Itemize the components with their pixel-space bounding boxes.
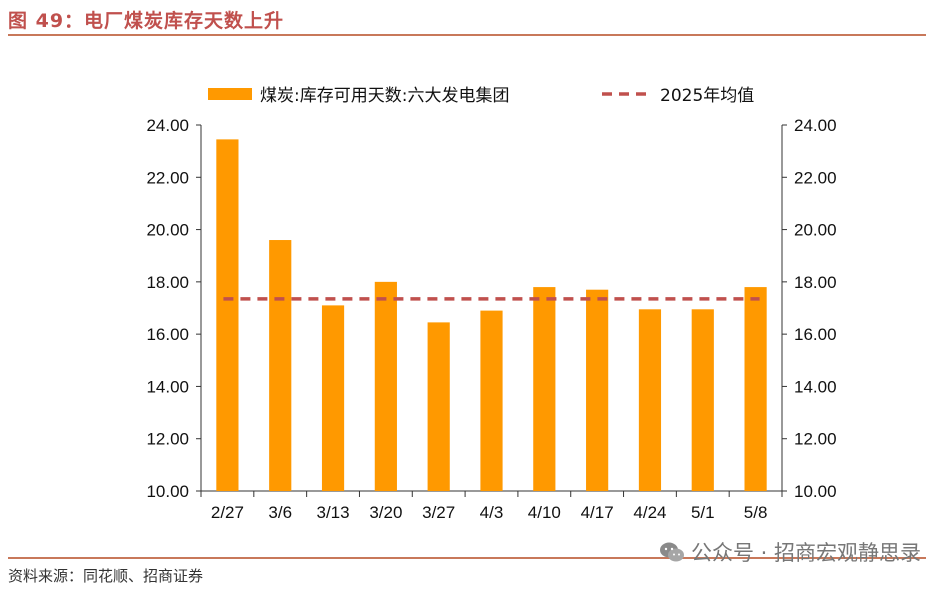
bar-chart: 煤炭:库存可用天数:六大发电集团 2025年均值 10.00 10.00 12.00…: [146, 86, 836, 522]
bar: [216, 139, 239, 491]
y-tick-label-left: 14.00: [146, 377, 189, 396]
y-tick-label-left: 12.00: [146, 430, 189, 449]
x-tick-label: 4/24: [633, 503, 666, 522]
x-tick-label: 2/27: [211, 503, 244, 522]
y-tick-label-left: 18.00: [146, 273, 189, 292]
y-tick-label-right: 12.00: [794, 430, 837, 449]
legend-bar-label: 煤炭:库存可用天数:六大发电集团: [260, 86, 509, 106]
x-tick-label: 3/6: [268, 503, 292, 522]
footer-divider: [8, 557, 926, 559]
y-tick-label-right: 18.00: [794, 273, 837, 292]
x-tick-label: 3/20: [369, 503, 402, 522]
y-tick-label-left: 10.00: [146, 482, 189, 501]
x-tick-label: 4/3: [480, 503, 504, 522]
bar: [321, 305, 345, 491]
watermark: 公众号 · 招商宏观静思录: [659, 537, 921, 567]
y-tick-label-right: 16.00: [794, 325, 837, 344]
x-tick-label: 5/1: [691, 503, 715, 522]
bar: [691, 309, 714, 491]
bar: [586, 289, 609, 491]
x-tick-label: 3/13: [316, 503, 349, 522]
legend: 煤炭:库存可用天数:六大发电集团 2025年均值: [208, 86, 754, 106]
y-tick-label-right: 14.00: [794, 377, 837, 396]
title-divider: [8, 34, 926, 36]
wechat-icon: [659, 542, 684, 562]
y-tick-label-right: 10.00: [794, 482, 837, 501]
bar: [269, 240, 292, 491]
bar: [374, 281, 397, 491]
x-tick-label: 3/27: [422, 503, 455, 522]
legend-bar-swatch: [208, 88, 252, 100]
bar: [533, 287, 556, 491]
x-tick-label: 5/8: [744, 503, 768, 522]
legend-line-label: 2025年均值: [660, 86, 754, 106]
bar: [480, 310, 503, 491]
y-tick-label-left: 20.00: [146, 221, 189, 240]
bar: [427, 322, 450, 491]
y-tick-label-left: 24.00: [146, 116, 189, 135]
y-tick-label-left: 16.00: [146, 325, 189, 344]
y-tick-label-right: 22.00: [794, 168, 837, 187]
watermark-text: 公众号 · 招商宏观静思录: [690, 541, 921, 565]
source-note: 资料来源：同花顺、招商证券: [8, 567, 204, 585]
y-tick-label-left: 22.00: [146, 168, 189, 187]
x-tick-label: 4/10: [528, 503, 561, 522]
x-tick-label: 4/17: [581, 503, 614, 522]
plot-area: 10.00 10.00 12.00 12.00 14.00 14.00 16.00 16.00…: [146, 116, 836, 522]
y-tick-label-right: 20.00: [794, 221, 837, 240]
figure-title: 图 49：电厂煤炭库存天数上升: [8, 10, 285, 32]
bar: [638, 309, 662, 491]
bar: [744, 287, 767, 491]
y-tick-label-right: 24.00: [794, 116, 837, 135]
